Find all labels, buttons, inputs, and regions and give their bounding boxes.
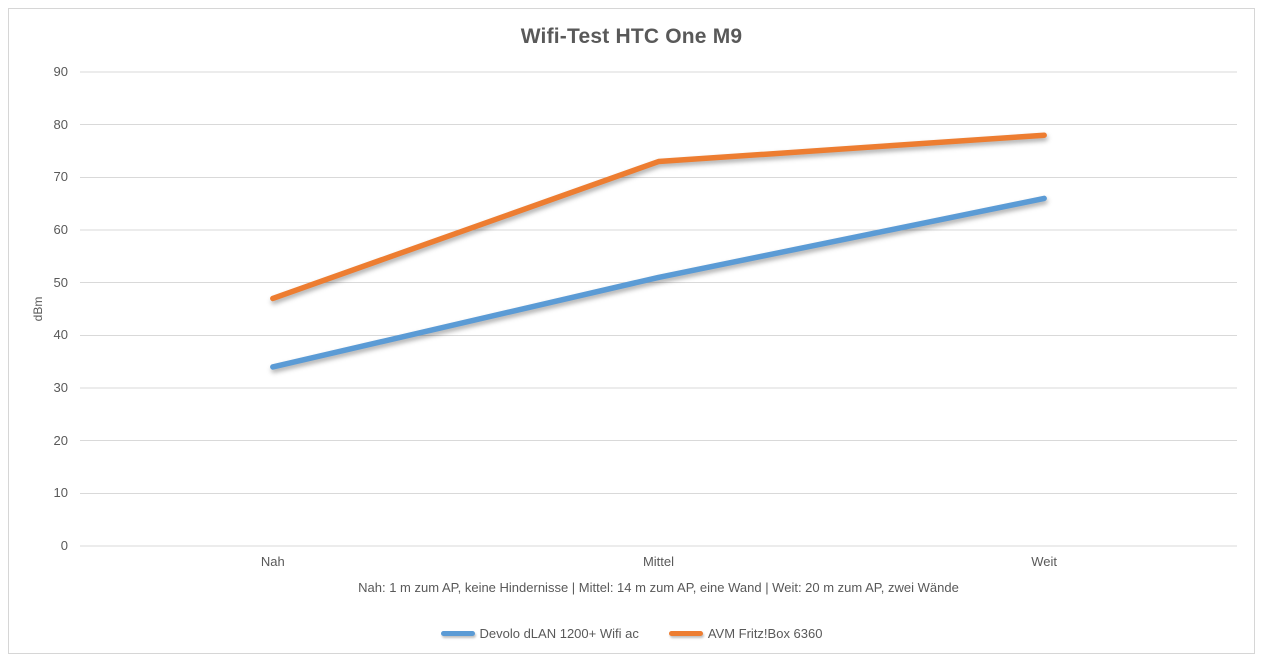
y-axis-label: dBm (31, 296, 45, 322)
series-line-avm-fritz-box-6360 (270, 132, 1047, 302)
y-tick-label: 50 (53, 274, 68, 290)
y-tick-label: 20 (53, 432, 68, 448)
x-category-label: Nah (260, 554, 285, 569)
y-tick-label: 80 (53, 116, 68, 132)
chart-legend: Devolo dLAN 1200+ Wifi ac AVM Fritz!Box 6… (0, 624, 1263, 642)
legend-entry: Devolo dLAN 1200+ Wifi ac (440, 625, 639, 641)
legend-entry: AVM Fritz!Box 6360 (668, 625, 823, 641)
chart-title: Wifi-Test HTC One M9 (520, 25, 743, 48)
series-line-devolo-dlan-1200-wifi-ac (270, 195, 1047, 370)
x-category-label: Weit (1031, 554, 1058, 569)
x-category-label: Mittel (642, 554, 675, 569)
y-tick-label: 40 (53, 327, 68, 343)
legend-swatch-icon (668, 630, 703, 636)
legend-label: Devolo dLAN 1200+ Wifi ac (479, 625, 639, 641)
y-tick-label: 10 (53, 485, 68, 501)
legend-label: AVM Fritz!Box 6360 (707, 625, 823, 641)
plot-area (80, 71, 1237, 547)
y-tick-label: 70 (53, 169, 68, 185)
y-tick-label: 30 (53, 380, 68, 395)
y-tick-label: 0 (60, 538, 68, 553)
y-tick-label: 90 (53, 64, 68, 79)
x-axis-footnote: Nah: 1 m zum AP, keine Hindernisse | Mit… (358, 580, 959, 595)
legend-swatch-icon (440, 630, 475, 636)
y-tick-label: 60 (53, 222, 68, 237)
